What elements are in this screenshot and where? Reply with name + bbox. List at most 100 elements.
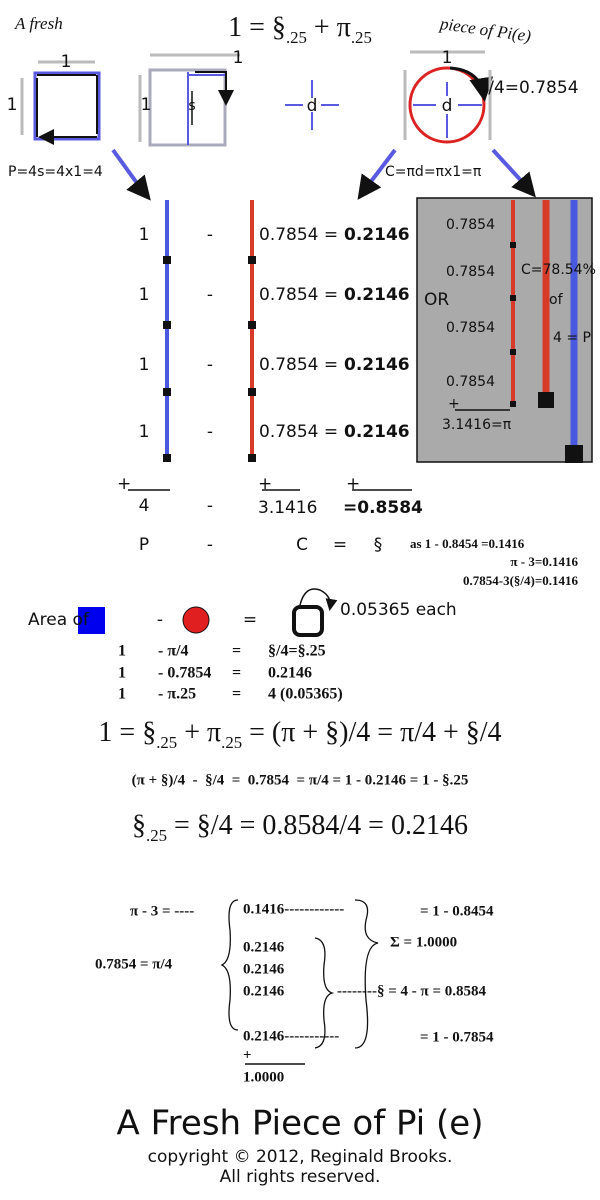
- text: §/4=§.25: [268, 643, 326, 660]
- formula-part: §: [132, 810, 146, 841]
- inner-arrow: [195, 71, 234, 106]
- square: [33, 71, 101, 141]
- text: Σ = 1.0000: [390, 934, 457, 950]
- dots: [163, 256, 256, 462]
- formula-part: + π: [307, 12, 351, 43]
- box: [416, 197, 593, 463]
- circle: [408, 66, 486, 144]
- text: as 1 - 0.8454 =0.1416: [410, 536, 525, 551]
- text: 0.2146: [344, 285, 410, 305]
- text: =: [232, 665, 241, 682]
- text: 0.7854-3(§/4)=0.1416: [463, 573, 579, 588]
- text: s: [188, 98, 195, 114]
- text: §: [374, 535, 383, 555]
- text: +: [258, 474, 272, 494]
- text: 1: [118, 643, 126, 660]
- subscript: .25: [351, 28, 372, 47]
- square-arrows: [37, 74, 98, 137]
- text: 0.2146: [344, 422, 410, 442]
- text: +: [346, 474, 360, 494]
- text: 4: [139, 496, 150, 516]
- formula: §.25 = §/4 = 0.8584/4 = 0.2146: [132, 810, 468, 845]
- text: piece of Pi(e): [438, 14, 533, 46]
- text: 0.7854 =: [259, 422, 338, 442]
- text: 1: [139, 355, 150, 375]
- text: C=πd=πx1=π: [385, 164, 482, 180]
- circle-diameters: [413, 82, 482, 138]
- red-circle: [182, 606, 210, 634]
- text: A fresh: [14, 14, 63, 33]
- text: 1: [139, 422, 150, 442]
- text: C=78.54%: [521, 262, 596, 278]
- cross: [285, 80, 339, 130]
- arrow-shaft: [111, 148, 144, 192]
- text: 1: [118, 686, 126, 703]
- text: =: [232, 686, 241, 703]
- text: -: [157, 610, 163, 630]
- text: 1: [141, 95, 152, 115]
- text: 0.05365 each: [340, 600, 457, 620]
- figures: [20, 50, 593, 1065]
- blue-square: [78, 607, 105, 634]
- subscript: .25: [146, 826, 167, 845]
- text: 3.1416=π: [442, 417, 512, 433]
- text: 0.2146: [243, 961, 285, 977]
- text: All rights reserved.: [220, 1167, 381, 1187]
- text: =0.8584: [343, 498, 423, 518]
- text: 1: [139, 285, 150, 305]
- text: 1: [7, 95, 18, 115]
- text: of: [549, 292, 564, 308]
- arrow-head: [357, 173, 382, 200]
- formula-part: = §/4 = 0.8584/4 = 0.2146: [167, 810, 468, 841]
- subscript: .25: [156, 733, 177, 752]
- dimension-lines: [138, 53, 240, 142]
- text: - π/4: [158, 643, 189, 660]
- arc-arrow: [449, 66, 494, 102]
- remainder-square: [292, 605, 324, 637]
- text: 1: [139, 225, 150, 245]
- formula-part: + π: [177, 717, 221, 748]
- text: -: [207, 355, 213, 375]
- text: 0.7854: [446, 264, 495, 280]
- text: 0.2146-----------: [243, 1028, 339, 1044]
- text: π - 3=0.1416: [510, 554, 578, 569]
- subscript: .25: [221, 733, 242, 752]
- text: 0.7854: [446, 217, 495, 233]
- text: 0.7854 =: [259, 285, 338, 305]
- text: P=4s=4x1=4: [8, 164, 103, 180]
- text: C: [296, 535, 308, 555]
- text: 1: [442, 48, 453, 68]
- text: d: [307, 96, 318, 116]
- text: 1.0000: [243, 1069, 284, 1085]
- text: +: [117, 474, 131, 494]
- formula-part: 1 = §: [228, 12, 286, 43]
- text: -: [207, 535, 213, 555]
- formula-part: 1 = §: [98, 717, 156, 748]
- text: -: [207, 225, 213, 245]
- text: --------§ = 4 - π = 0.8584: [337, 983, 487, 999]
- text: -: [207, 422, 213, 442]
- text: copyright © 2012, Reginald Brooks.: [148, 1147, 453, 1167]
- text: P: [139, 535, 149, 555]
- text: 0.7854 =: [259, 225, 338, 245]
- text: A Fresh Piece of Pi (e): [117, 1104, 484, 1144]
- text: =: [232, 643, 241, 660]
- text: 0.7854 = π/4: [95, 956, 173, 972]
- text: +: [448, 396, 460, 412]
- text: =: [243, 610, 257, 630]
- text: 0.2146: [344, 355, 410, 375]
- text: = 1 - 0.8454: [420, 903, 494, 919]
- text: 0.1416------------: [243, 901, 344, 917]
- text: OR: [424, 290, 449, 310]
- text: π - 3 = ----: [130, 903, 194, 919]
- text: - 0.7854: [158, 665, 211, 682]
- formula: 1 = §.25 + π.25 = (π + §)/4 = π/4 + §/4: [98, 717, 501, 752]
- text: 0.2146: [243, 939, 285, 955]
- text: +: [243, 1047, 252, 1063]
- texts: A fresh piece of Pi(e)1 = §.25 + π.251111…: [7, 12, 596, 1187]
- brace: [220, 899, 239, 1031]
- text: = 1 - 0.7854: [420, 1029, 494, 1045]
- arrow-head: [511, 171, 536, 198]
- text: 0.2146: [243, 983, 285, 999]
